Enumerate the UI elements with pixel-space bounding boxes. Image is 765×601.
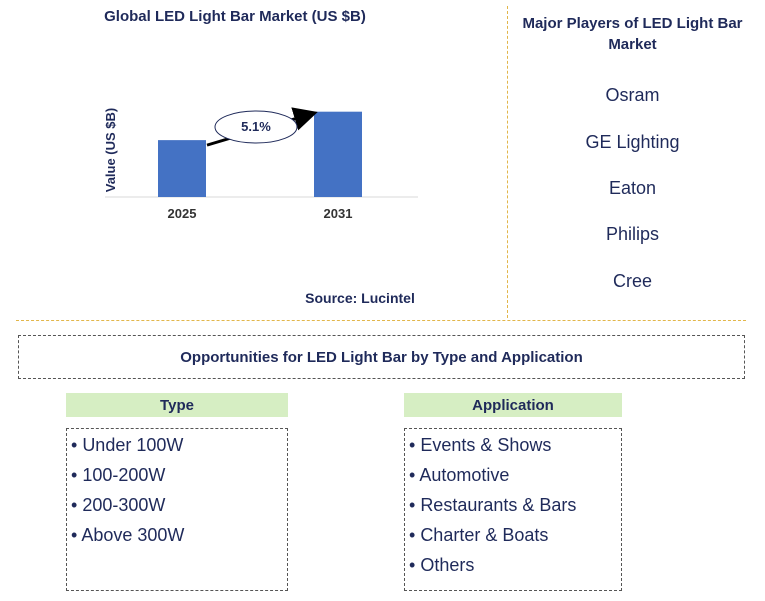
chart-title: Global LED Light Bar Market (US $B) <box>104 8 366 25</box>
x-tick-label-2031: 2031 <box>324 206 353 221</box>
cagr-label: 5.1% <box>241 119 271 134</box>
type-item: • Under 100W <box>71 435 184 455</box>
vertical-divider <box>507 6 508 318</box>
x-tick-label-2025: 2025 <box>168 206 197 221</box>
opportunities-title: Opportunities for LED Light Bar by Type … <box>180 348 583 366</box>
player-philips: Philips <box>605 224 660 244</box>
application-item: • Others <box>409 555 475 575</box>
application-item: • Events & Shows <box>409 435 552 455</box>
cagr-ellipse <box>214 110 298 144</box>
type-item: • 100-200W <box>71 465 166 485</box>
application-item: • Charter & Boats <box>409 525 549 545</box>
application-list: • Events & Shows • Automotive • Restaura… <box>404 428 622 591</box>
source-note: Source: Lucintel <box>305 290 415 306</box>
type-item: • Above 300W <box>71 525 185 545</box>
player-cree: Cree <box>612 271 652 291</box>
type-list: • Under 100W • 100-200W • 200-300W • Abo… <box>66 428 288 591</box>
y-axis-label: Value (US $B) <box>103 108 118 193</box>
application-item: • Restaurants & Bars <box>409 495 577 515</box>
bar-2025 <box>158 140 206 197</box>
application-item: • Automotive <box>409 465 510 485</box>
type-header: Type <box>66 393 288 417</box>
horizontal-divider <box>16 320 746 321</box>
player-ge-lighting: GE Lighting <box>585 132 680 152</box>
application-header: Application <box>404 393 622 417</box>
player-osram: Osram <box>605 85 660 105</box>
players-title: Major Players of LED Light Bar Market <box>522 15 743 53</box>
bar-2031 <box>314 111 362 197</box>
type-item: • 200-300W <box>71 495 166 515</box>
player-eaton: Eaton <box>608 178 657 198</box>
opportunities-title-box: Opportunities for LED Light Bar by Type … <box>18 335 745 379</box>
bar-chart: Value (US $B) 2025 2031 5.1% <box>103 107 418 221</box>
